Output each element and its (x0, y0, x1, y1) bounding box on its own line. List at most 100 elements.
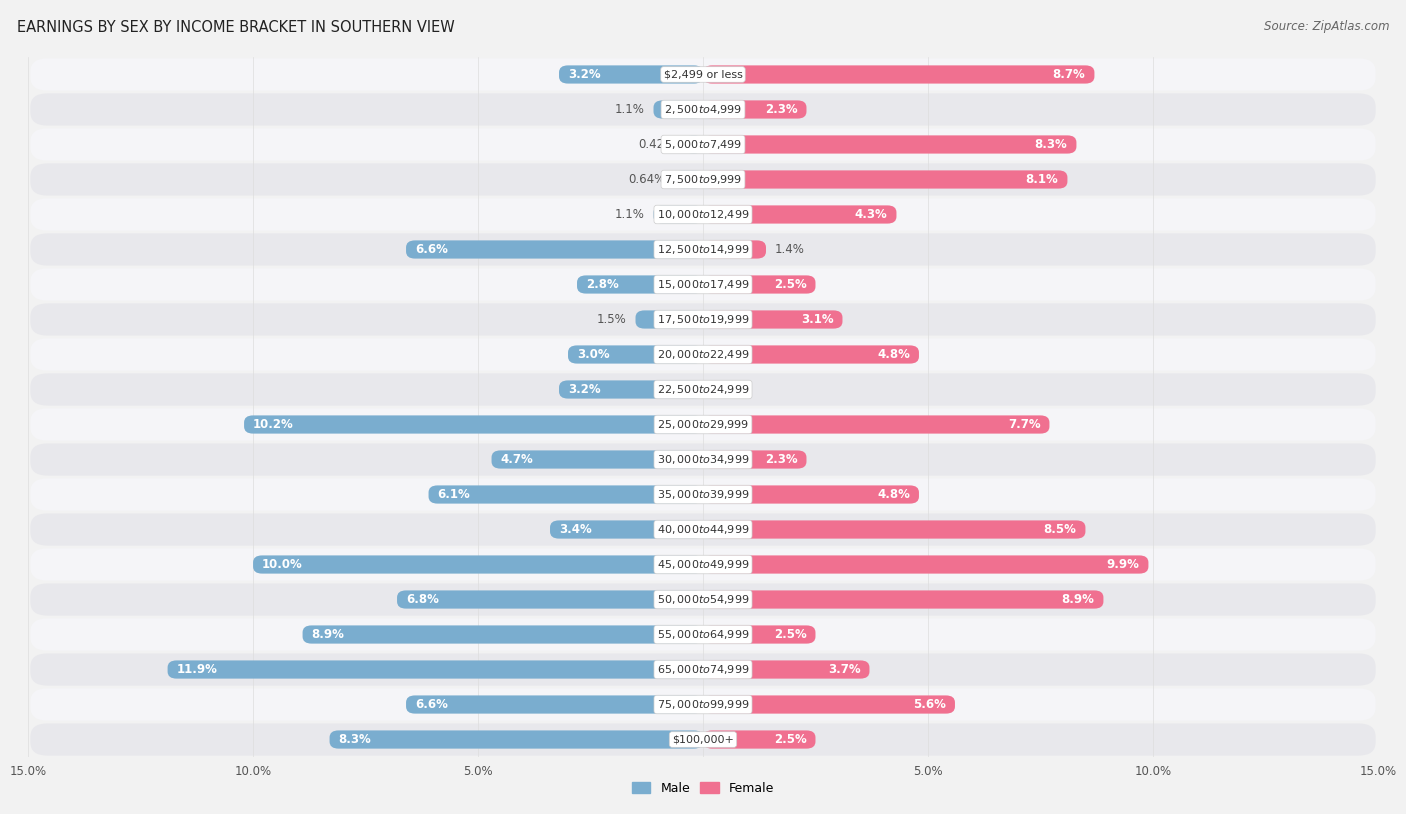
Text: 4.8%: 4.8% (877, 348, 910, 361)
Text: 2.5%: 2.5% (773, 278, 807, 291)
Text: 2.3%: 2.3% (765, 103, 797, 116)
FancyBboxPatch shape (31, 374, 1375, 405)
FancyBboxPatch shape (31, 339, 1375, 370)
Text: $45,000 to $49,999: $45,000 to $49,999 (657, 558, 749, 571)
Text: 2.3%: 2.3% (765, 453, 797, 466)
Text: $40,000 to $44,999: $40,000 to $44,999 (657, 523, 749, 536)
FancyBboxPatch shape (703, 275, 815, 294)
Text: $75,000 to $99,999: $75,000 to $99,999 (657, 698, 749, 711)
FancyBboxPatch shape (492, 450, 703, 469)
FancyBboxPatch shape (703, 695, 955, 714)
FancyBboxPatch shape (31, 409, 1375, 440)
FancyBboxPatch shape (406, 695, 703, 714)
FancyBboxPatch shape (31, 269, 1375, 300)
FancyBboxPatch shape (31, 59, 1375, 90)
Text: 6.8%: 6.8% (406, 593, 439, 606)
Text: 6.6%: 6.6% (415, 698, 449, 711)
FancyBboxPatch shape (685, 135, 703, 154)
Text: 8.9%: 8.9% (312, 628, 344, 641)
Text: 0.64%: 0.64% (628, 173, 665, 186)
FancyBboxPatch shape (31, 199, 1375, 230)
Text: $12,500 to $14,999: $12,500 to $14,999 (657, 243, 749, 256)
Text: 3.2%: 3.2% (568, 68, 600, 81)
FancyBboxPatch shape (31, 304, 1375, 335)
Text: 2.5%: 2.5% (773, 733, 807, 746)
Text: 8.7%: 8.7% (1053, 68, 1085, 81)
Text: 10.0%: 10.0% (262, 558, 302, 571)
Text: $7,500 to $9,999: $7,500 to $9,999 (664, 173, 742, 186)
FancyBboxPatch shape (703, 660, 869, 679)
FancyBboxPatch shape (675, 170, 703, 189)
FancyBboxPatch shape (31, 129, 1375, 160)
Text: 11.9%: 11.9% (177, 663, 218, 676)
FancyBboxPatch shape (245, 415, 703, 434)
Text: $10,000 to $12,499: $10,000 to $12,499 (657, 208, 749, 221)
FancyBboxPatch shape (703, 170, 1067, 189)
Text: 6.6%: 6.6% (415, 243, 449, 256)
Text: EARNINGS BY SEX BY INCOME BRACKET IN SOUTHERN VIEW: EARNINGS BY SEX BY INCOME BRACKET IN SOU… (17, 20, 454, 35)
FancyBboxPatch shape (31, 514, 1375, 545)
Text: $30,000 to $34,999: $30,000 to $34,999 (657, 453, 749, 466)
FancyBboxPatch shape (703, 240, 766, 259)
FancyBboxPatch shape (31, 479, 1375, 510)
Text: 4.7%: 4.7% (501, 453, 533, 466)
FancyBboxPatch shape (167, 660, 703, 679)
FancyBboxPatch shape (31, 549, 1375, 580)
Text: 1.1%: 1.1% (614, 208, 644, 221)
FancyBboxPatch shape (550, 520, 703, 539)
Text: 8.9%: 8.9% (1062, 593, 1094, 606)
FancyBboxPatch shape (31, 164, 1375, 195)
Text: 2.5%: 2.5% (773, 628, 807, 641)
Text: 8.5%: 8.5% (1043, 523, 1077, 536)
FancyBboxPatch shape (703, 730, 815, 749)
Text: 6.1%: 6.1% (437, 488, 470, 501)
FancyBboxPatch shape (703, 555, 1149, 574)
FancyBboxPatch shape (703, 520, 1085, 539)
Text: $20,000 to $22,499: $20,000 to $22,499 (657, 348, 749, 361)
FancyBboxPatch shape (560, 65, 703, 84)
Text: 0.42%: 0.42% (638, 138, 675, 151)
Text: 3.2%: 3.2% (568, 383, 600, 396)
FancyBboxPatch shape (406, 240, 703, 259)
Text: 9.9%: 9.9% (1107, 558, 1139, 571)
FancyBboxPatch shape (31, 619, 1375, 650)
FancyBboxPatch shape (329, 730, 703, 749)
FancyBboxPatch shape (568, 345, 703, 364)
Text: $65,000 to $74,999: $65,000 to $74,999 (657, 663, 749, 676)
FancyBboxPatch shape (703, 205, 897, 224)
FancyBboxPatch shape (703, 100, 807, 119)
FancyBboxPatch shape (429, 485, 703, 504)
Text: 3.1%: 3.1% (801, 313, 834, 326)
Text: $25,000 to $29,999: $25,000 to $29,999 (657, 418, 749, 431)
FancyBboxPatch shape (31, 444, 1375, 475)
FancyBboxPatch shape (31, 689, 1375, 720)
Text: 1.1%: 1.1% (614, 103, 644, 116)
FancyBboxPatch shape (31, 584, 1375, 615)
FancyBboxPatch shape (654, 100, 703, 119)
Text: $100,000+: $100,000+ (672, 734, 734, 745)
Text: 8.3%: 8.3% (1035, 138, 1067, 151)
FancyBboxPatch shape (703, 415, 1049, 434)
FancyBboxPatch shape (31, 654, 1375, 685)
Text: $22,500 to $24,999: $22,500 to $24,999 (657, 383, 749, 396)
Text: 10.2%: 10.2% (253, 418, 294, 431)
FancyBboxPatch shape (31, 94, 1375, 125)
Text: 4.8%: 4.8% (877, 488, 910, 501)
Text: 1.4%: 1.4% (775, 243, 804, 256)
Text: 3.7%: 3.7% (828, 663, 860, 676)
Text: $2,500 to $4,999: $2,500 to $4,999 (664, 103, 742, 116)
FancyBboxPatch shape (31, 724, 1375, 755)
FancyBboxPatch shape (302, 625, 703, 644)
FancyBboxPatch shape (576, 275, 703, 294)
Text: $35,000 to $39,999: $35,000 to $39,999 (657, 488, 749, 501)
FancyBboxPatch shape (253, 555, 703, 574)
Text: $55,000 to $64,999: $55,000 to $64,999 (657, 628, 749, 641)
Text: 3.4%: 3.4% (560, 523, 592, 536)
FancyBboxPatch shape (703, 625, 815, 644)
Text: $15,000 to $17,499: $15,000 to $17,499 (657, 278, 749, 291)
FancyBboxPatch shape (703, 450, 807, 469)
FancyBboxPatch shape (396, 590, 703, 609)
Text: 8.3%: 8.3% (339, 733, 371, 746)
Text: 1.5%: 1.5% (596, 313, 627, 326)
FancyBboxPatch shape (703, 590, 1104, 609)
